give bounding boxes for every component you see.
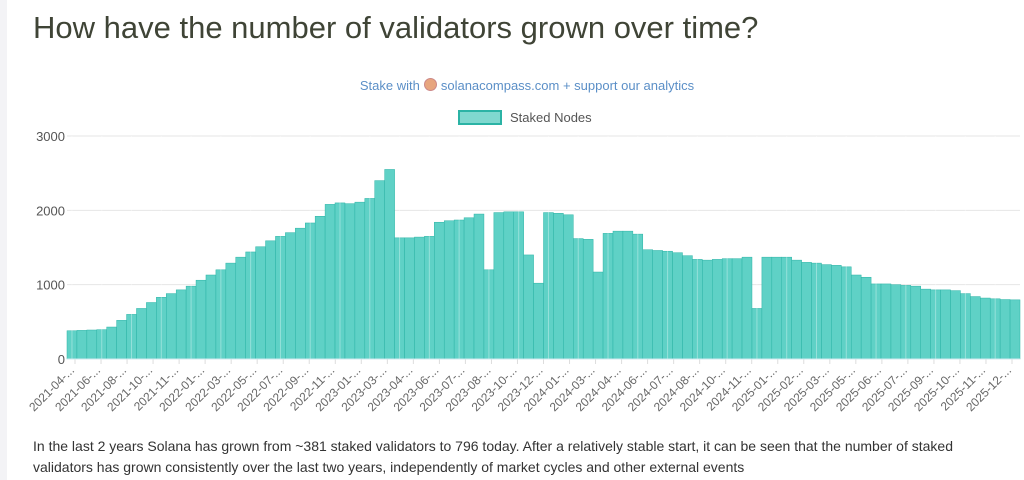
bar	[850, 274, 862, 360]
bar	[702, 259, 713, 360]
bar	[404, 237, 415, 360]
bar	[493, 212, 505, 360]
bar	[463, 217, 475, 360]
bar	[920, 288, 931, 360]
bar	[761, 256, 773, 360]
bar	[533, 282, 544, 360]
bar	[910, 285, 921, 360]
bar	[592, 271, 604, 360]
stake-link[interactable]: Stake with solanacompass.com + support ou…	[0, 78, 1024, 93]
bar	[563, 214, 574, 360]
stake-suffix: + support our analytics	[562, 78, 695, 93]
bar	[672, 252, 683, 360]
bar	[612, 230, 624, 360]
page-title: How have the number of validators grown …	[33, 10, 759, 45]
bar	[86, 329, 98, 360]
y-tick-label: 2000	[36, 203, 65, 218]
bar	[344, 203, 356, 360]
bar	[741, 256, 753, 360]
legend-swatch	[458, 110, 502, 125]
bar	[523, 254, 534, 360]
validators-chart: 01000200030002021-04-...2021-06-...2021-…	[26, 129, 1021, 414]
bar	[831, 265, 842, 360]
bar	[205, 274, 217, 360]
bar	[195, 279, 207, 360]
bar	[235, 256, 246, 360]
bar	[175, 289, 187, 360]
bar	[801, 262, 812, 360]
bar	[295, 227, 306, 360]
bar	[354, 201, 366, 360]
chart-legend[interactable]: Staked Nodes	[458, 110, 592, 125]
bar	[384, 169, 395, 360]
page-edge	[0, 0, 7, 480]
bar	[166, 293, 177, 360]
bar	[890, 284, 902, 360]
bar	[622, 230, 634, 360]
bar	[712, 259, 723, 360]
bar	[821, 264, 832, 360]
bar	[940, 289, 951, 360]
bar	[116, 320, 127, 360]
bar	[434, 221, 445, 360]
bar	[443, 220, 455, 360]
bar	[473, 213, 485, 360]
legend-label: Staked Nodes	[510, 110, 592, 125]
bar	[1009, 299, 1021, 360]
bar	[106, 326, 117, 360]
bar	[860, 276, 872, 360]
bar	[324, 204, 336, 360]
y-tick-label: 3000	[36, 129, 65, 144]
bar	[970, 296, 981, 360]
bar	[950, 290, 961, 360]
y-tick-label: 0	[58, 352, 65, 367]
bar	[136, 308, 147, 360]
bar	[731, 258, 743, 360]
bar	[76, 330, 88, 360]
bar	[503, 211, 514, 360]
bar	[771, 256, 783, 360]
bar	[880, 283, 892, 360]
bar	[314, 216, 326, 360]
bar	[791, 259, 802, 360]
bar	[414, 236, 425, 360]
bar	[285, 232, 296, 360]
bar	[146, 302, 157, 360]
bar	[553, 213, 564, 360]
solana-compass-logo-icon	[423, 78, 437, 91]
bar	[682, 255, 693, 360]
y-tick-label: 1000	[36, 278, 65, 293]
stake-site[interactable]: solanacompass.com	[440, 78, 560, 93]
bar	[225, 262, 237, 360]
bar	[642, 249, 653, 360]
bar	[582, 239, 594, 360]
stake-prefix: Stake with	[359, 78, 420, 93]
bar	[652, 250, 663, 360]
bar	[265, 240, 276, 360]
bar	[980, 297, 991, 360]
chart-description: In the last 2 years Solana has grown fro…	[33, 438, 953, 475]
bar	[374, 180, 385, 360]
bar	[255, 246, 266, 360]
bar	[999, 299, 1011, 360]
